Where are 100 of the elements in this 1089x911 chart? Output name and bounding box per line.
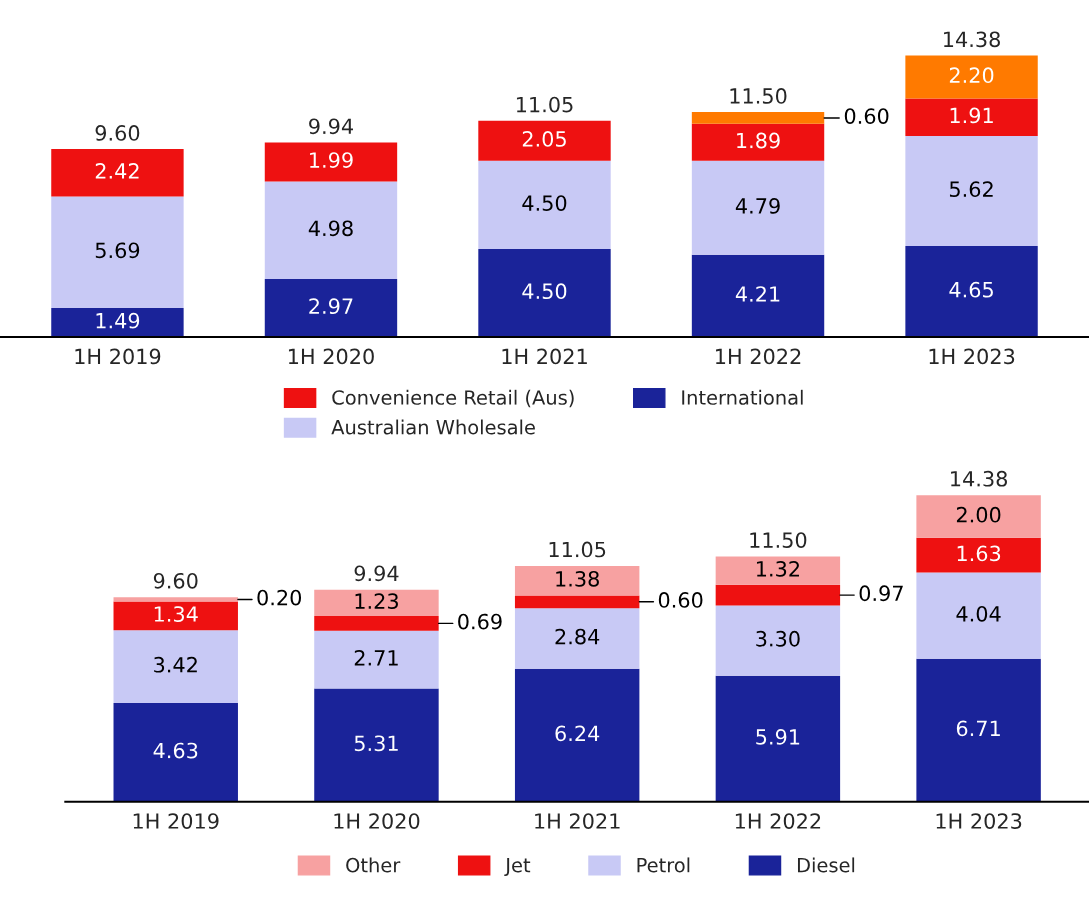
data-label: 4.63 bbox=[153, 742, 198, 759]
x-tick-label: 1H 2021 bbox=[502, 348, 587, 365]
bar bbox=[113, 601, 238, 631]
bar bbox=[113, 703, 238, 802]
data-label: 2.84 bbox=[555, 628, 600, 645]
bar bbox=[314, 616, 439, 631]
data-label: 0.60 bbox=[844, 108, 889, 124]
data-label: 4.79 bbox=[735, 198, 780, 214]
total-label: 11.50 bbox=[730, 88, 787, 104]
bar bbox=[514, 566, 640, 596]
bar bbox=[514, 608, 640, 669]
bar bbox=[715, 556, 841, 585]
bar bbox=[264, 278, 398, 338]
legend-label: Jet bbox=[504, 858, 531, 877]
total-label: 9.60 bbox=[153, 572, 198, 589]
data-label: 1.89 bbox=[737, 132, 780, 149]
total-label: 9.94 bbox=[354, 565, 399, 582]
bar bbox=[314, 589, 439, 617]
data-label: 4.65 bbox=[949, 281, 993, 298]
data-label: 0.69 bbox=[458, 613, 502, 630]
bar bbox=[691, 160, 825, 255]
x-tick-label: 1H 2020 bbox=[334, 813, 420, 829]
legend-label: Australian Wholesale bbox=[331, 419, 535, 435]
bar bbox=[514, 668, 640, 802]
data-label: 4.50 bbox=[522, 283, 567, 300]
bar bbox=[264, 142, 398, 182]
data-label: 4.50 bbox=[522, 195, 567, 211]
data-label: 2.00 bbox=[956, 506, 1001, 523]
total-label: 9.60 bbox=[95, 125, 140, 141]
x-tick-label: 1H 2021 bbox=[535, 813, 620, 829]
bar bbox=[905, 135, 1038, 247]
bar bbox=[51, 196, 184, 308]
bar bbox=[51, 307, 184, 338]
bar bbox=[691, 112, 825, 124]
data-label: 4.98 bbox=[308, 220, 353, 237]
data-label: 2.20 bbox=[949, 67, 994, 84]
data-label: 0.20 bbox=[257, 589, 302, 606]
data-label: 3.42 bbox=[154, 656, 197, 673]
bar bbox=[916, 537, 1041, 573]
bar bbox=[905, 98, 1038, 136]
legend-label: Petrol bbox=[637, 857, 690, 873]
x-tick-label: 1H 2020 bbox=[288, 348, 374, 365]
total-label: 11.05 bbox=[549, 541, 606, 558]
bar bbox=[905, 55, 1038, 99]
bar bbox=[916, 658, 1041, 802]
x-tick-label: 1H 2022 bbox=[735, 813, 821, 829]
bar bbox=[514, 595, 640, 609]
legend-label: International bbox=[682, 389, 803, 405]
bar bbox=[113, 630, 238, 704]
data-label: 5.69 bbox=[95, 242, 140, 259]
bar bbox=[905, 246, 1038, 338]
bar bbox=[691, 254, 825, 338]
data-label: 2.71 bbox=[354, 649, 398, 666]
bar bbox=[691, 123, 825, 161]
x-tick-label: 1H 2019 bbox=[75, 348, 161, 365]
data-label: 6.24 bbox=[555, 725, 600, 742]
data-label: 1.34 bbox=[154, 606, 198, 622]
data-label: 2.97 bbox=[309, 298, 353, 315]
data-label: 5.91 bbox=[756, 729, 800, 745]
bar bbox=[478, 120, 611, 161]
data-label: 5.31 bbox=[354, 735, 398, 752]
data-label: 1.99 bbox=[310, 152, 353, 168]
bar bbox=[916, 495, 1041, 538]
data-label: 0.60 bbox=[658, 592, 703, 608]
x-tick-label: 1H 2023 bbox=[929, 348, 1015, 365]
bar bbox=[478, 248, 611, 338]
bar bbox=[715, 584, 841, 606]
x-tick-label: 1H 2023 bbox=[936, 813, 1022, 829]
total-label: 14.38 bbox=[951, 470, 1007, 487]
bar bbox=[715, 675, 841, 802]
legend-label: Diesel bbox=[797, 857, 855, 873]
bar bbox=[113, 597, 238, 602]
bar bbox=[314, 630, 439, 689]
total-label: 11.50 bbox=[750, 532, 807, 548]
bar bbox=[264, 181, 398, 279]
total-label: 11.05 bbox=[516, 96, 573, 113]
data-label: 1.38 bbox=[556, 570, 599, 587]
data-label: 2.42 bbox=[95, 163, 139, 179]
bar bbox=[478, 160, 611, 249]
data-label: 5.62 bbox=[949, 181, 993, 198]
total-label: 14.38 bbox=[944, 31, 1000, 48]
total-label: 9.94 bbox=[309, 118, 353, 135]
data-label: 2.05 bbox=[522, 131, 566, 147]
data-label: 1.32 bbox=[756, 560, 799, 577]
data-label: 6.71 bbox=[956, 720, 1000, 737]
legend-label: Convenience Retail (Aus) bbox=[332, 389, 574, 408]
bar bbox=[916, 572, 1041, 659]
data-label: 1.49 bbox=[96, 312, 140, 329]
data-label: 0.97 bbox=[859, 585, 903, 602]
data-label: 3.30 bbox=[756, 630, 800, 647]
legend-label: Other bbox=[346, 857, 401, 873]
data-label: 4.04 bbox=[956, 605, 1001, 622]
bar bbox=[314, 688, 439, 802]
bar bbox=[51, 149, 184, 197]
x-tick-label: 1H 2022 bbox=[716, 348, 801, 365]
data-label: 1.91 bbox=[950, 107, 993, 124]
data-label: 1.63 bbox=[957, 545, 1001, 562]
data-label: 1.23 bbox=[355, 593, 398, 610]
data-label: 4.21 bbox=[735, 286, 780, 302]
bar bbox=[715, 605, 841, 676]
